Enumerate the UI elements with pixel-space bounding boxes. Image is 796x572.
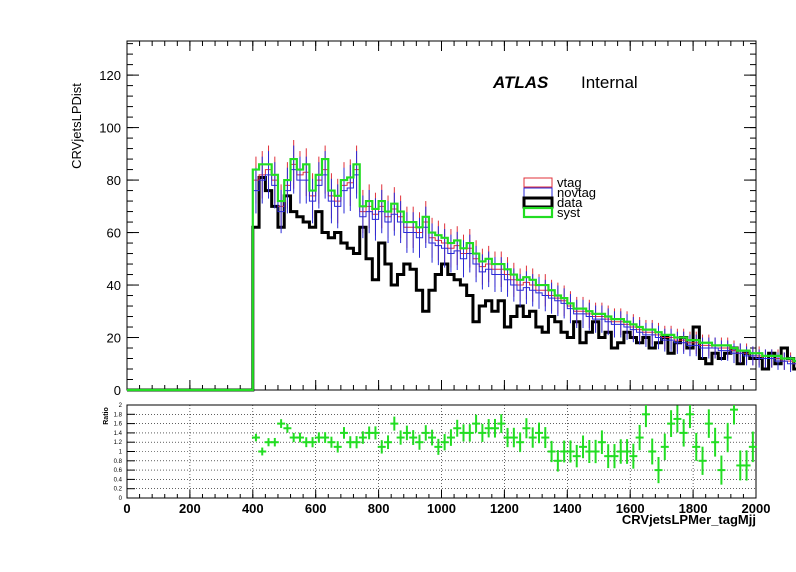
ratio-y-tick-label: 1.4 (114, 431, 123, 437)
x-tick-label: 800 (368, 501, 390, 516)
legend-swatch-syst (522, 206, 554, 219)
x-tick-label: 400 (242, 501, 264, 516)
x-tick-label: 2000 (742, 501, 771, 516)
ratio-y-axis-title: Ratio (103, 407, 110, 425)
x-tick-label: 1600 (616, 501, 645, 516)
y-tick-label: 0 (114, 383, 121, 398)
ratio-y-tick-label: 2 (119, 403, 123, 409)
ratio-y-tick-label: 0.4 (114, 477, 123, 483)
ratio-y-tick-label: 1.8 (114, 412, 123, 418)
legend-swatch-data (522, 196, 554, 209)
y-tick-label: 80 (107, 173, 121, 188)
series-vtag-histogram (127, 163, 796, 391)
x-tick-label: 200 (179, 501, 201, 516)
y-tick-label: 120 (99, 68, 121, 83)
x-tick-label: 1000 (427, 501, 456, 516)
atlas-label: ATLAS (492, 73, 549, 92)
ratio-y-tick-label: 0.2 (114, 487, 123, 493)
y-tick-label: 40 (107, 278, 121, 293)
x-tick-label: 0 (123, 501, 130, 516)
legend-swatch-vtag (523, 177, 553, 188)
legend-label-novtag: novtag (557, 185, 596, 200)
legend-label-data: data (557, 195, 583, 210)
ratio-axis-ticks: 0 0.2 0.4 0.6 0.8 1 1.2 1.4 1.6 1.8 2 0 200 400 600 800… (114, 403, 771, 516)
series-data-histogram (127, 175, 796, 392)
y-axis-title: CRVjetsLPDist (69, 83, 84, 169)
ratio-y-tick-label: 0.6 (114, 468, 123, 474)
x-tick-label: 1200 (490, 501, 519, 516)
ratio-y-tick-label: 0.8 (114, 459, 123, 465)
series-syst-histogram (127, 157, 796, 392)
x-tick-label: 1800 (679, 501, 708, 516)
x-tick-label: 1400 (553, 501, 582, 516)
ratio-points (251, 405, 757, 485)
x-axis-title: CRVjetsLPMer_tagMjj (622, 512, 756, 527)
legend-label-vtag: vtag (557, 175, 582, 190)
main-histograms (127, 139, 796, 392)
series-novtag-histogram (127, 169, 796, 391)
legend-swatch-novtag (523, 187, 553, 198)
internal-label: Internal (581, 73, 638, 92)
ratio-y-tick-label: 0 (119, 496, 123, 502)
y-tick-label: 100 (99, 121, 121, 136)
main-axis-ticks: 0 20 40 60 80 100 120 (99, 41, 757, 398)
y-tick-label: 20 (107, 331, 121, 346)
legend-label-syst: syst (557, 205, 581, 220)
ratio-grid (126, 404, 757, 499)
y-tick-label: 60 (107, 226, 121, 241)
ratio-y-tick-label: 1.2 (114, 440, 123, 446)
ratio-y-tick-label: 1 (119, 450, 123, 456)
ratio-y-tick-label: 1.6 (114, 422, 123, 428)
x-tick-label: 600 (305, 501, 327, 516)
